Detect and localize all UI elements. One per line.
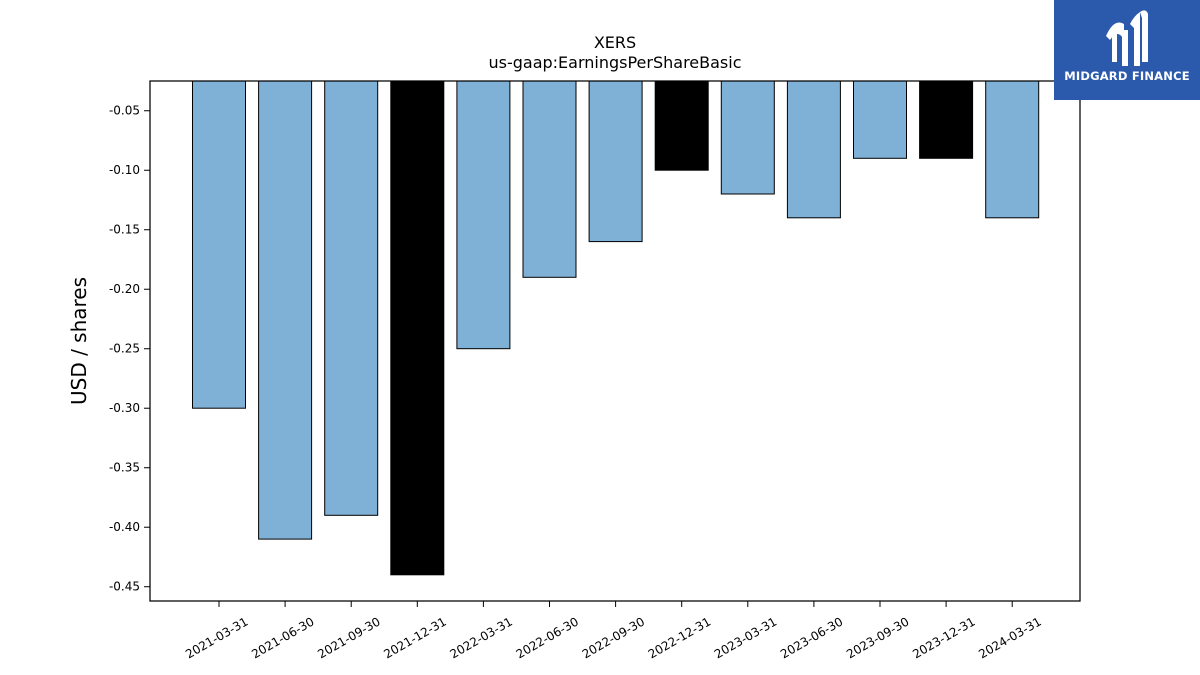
bars [192, 80, 1040, 576]
x-tick-label: 2022-12-31 [646, 614, 713, 661]
x-axis-ticks: 2021-03-312021-06-302021-09-302021-12-31… [183, 601, 1044, 661]
x-tick-label: 2021-12-31 [381, 614, 448, 661]
x-tick-label: 2021-06-30 [249, 614, 316, 661]
bar-2022-12-31 [654, 80, 709, 171]
y-tick-label: -0.15 [109, 223, 140, 237]
x-tick-label: 2023-03-31 [712, 614, 779, 661]
bar-2024-03-31 [985, 80, 1040, 219]
bar-2023-09-30 [853, 80, 907, 159]
y-tick-label: -0.40 [109, 520, 140, 534]
bar-2021-06-30 [258, 80, 313, 540]
x-tick-label: 2023-09-30 [844, 614, 911, 661]
midgard-logo-icon [1106, 10, 1148, 66]
bar-2022-06-30 [522, 80, 577, 278]
y-axis-ticks: -0.05 -0.10 -0.15 -0.20 -0.25 -0.30 -0.35 -0.40… [109, 104, 150, 594]
bar-2021-09-30 [324, 80, 379, 516]
y-tick-label: -0.35 [109, 461, 140, 475]
bar-2023-12-31 [919, 80, 974, 159]
chart-subtitle: us-gaap:EarningsPerShareBasic [488, 53, 741, 72]
y-tick-label: -0.25 [109, 342, 140, 356]
y-tick-label: -0.20 [109, 282, 140, 296]
bar-2023-06-30 [786, 80, 841, 219]
x-tick-label: 2023-12-31 [910, 614, 977, 661]
x-tick-label: 2023-06-30 [778, 614, 845, 661]
x-tick-label: 2021-03-31 [183, 614, 250, 661]
y-tick-label: -0.45 [109, 580, 140, 594]
bar-2021-03-31 [192, 80, 246, 409]
x-tick-label: 2021-09-30 [315, 614, 382, 661]
brand-logo: MIDGARD FINANCE [1054, 0, 1200, 100]
y-axis-label: USD / shares [67, 277, 91, 405]
x-tick-label: 2022-03-31 [447, 614, 514, 661]
chart-title: XERS [594, 33, 636, 52]
y-tick-label: -0.10 [109, 163, 140, 177]
bar-2023-03-31 [720, 80, 775, 195]
x-tick-label: 2022-06-30 [514, 614, 581, 661]
bar-2022-09-30 [588, 80, 643, 243]
plot-frame [149, 80, 1081, 602]
y-tick-label: -0.05 [109, 104, 140, 118]
bar-2022-03-31 [456, 80, 511, 350]
x-tick-label: 2022-09-30 [580, 614, 647, 661]
bar-2021-12-31 [390, 80, 445, 576]
y-tick-label: -0.30 [109, 401, 140, 415]
x-tick-label: 2024-03-31 [976, 614, 1043, 661]
brand-name: MIDGARD FINANCE [1064, 69, 1190, 83]
